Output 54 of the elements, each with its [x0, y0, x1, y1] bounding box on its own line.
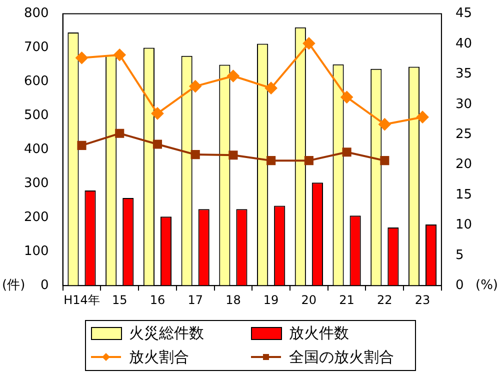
- y2-tick-label: 0: [455, 278, 464, 293]
- y2-axis-title: (%): [476, 278, 498, 293]
- point: [416, 111, 429, 124]
- x-tick-label: H14年: [64, 292, 100, 307]
- y2-tick-label: 40: [455, 36, 472, 52]
- point: [228, 150, 238, 160]
- point: [378, 118, 391, 130]
- x-tick-label: 19: [263, 292, 279, 307]
- point: [114, 48, 126, 61]
- point: [151, 107, 164, 120]
- point: [340, 91, 353, 104]
- x-tick-label: 22: [377, 292, 392, 307]
- y-tick-label: 500: [24, 108, 49, 124]
- point: [190, 150, 200, 160]
- y-tick-label: 200: [24, 210, 49, 226]
- x-tick-label: 21: [339, 292, 354, 307]
- y-tick-label: 300: [24, 176, 49, 192]
- y2-tick-label: 5: [455, 248, 464, 263]
- x-tick-label: 15: [112, 292, 128, 307]
- x-tick-label: 17: [188, 292, 203, 307]
- x-tick-label: 23: [414, 292, 430, 307]
- y-tick-label: 800: [24, 6, 49, 22]
- y2-tick-label: 30: [455, 96, 472, 112]
- y-tick-label: 100: [24, 244, 49, 259]
- x-tick-label: 18: [226, 292, 241, 307]
- point: [76, 52, 88, 64]
- point: [302, 37, 315, 50]
- point: [266, 156, 276, 166]
- y-tick-label: 600: [24, 74, 49, 90]
- y2-tick-label: 10: [455, 218, 472, 233]
- point: [227, 70, 240, 82]
- y2-tick-label: 45: [455, 6, 472, 22]
- y-tick-label: 700: [24, 40, 49, 56]
- legend-label: 全国の放火割合: [289, 348, 394, 366]
- point: [77, 140, 86, 150]
- y2-tick-label: 25: [455, 126, 472, 142]
- point: [189, 80, 202, 92]
- legend-label: 火災総件数: [129, 324, 204, 342]
- point: [265, 82, 278, 94]
- point: [380, 156, 390, 166]
- legend-label: 放火件数: [289, 324, 349, 342]
- y2-tick-label: 15: [455, 187, 472, 202]
- legend-label: 放火割合: [129, 348, 189, 366]
- y-tick-label: 400: [24, 142, 49, 158]
- point: [115, 128, 124, 138]
- point: [304, 156, 314, 166]
- point: [152, 140, 162, 149]
- y2-tick-label: 20: [455, 157, 472, 172]
- y2-tick-label: 35: [455, 66, 472, 82]
- y-tick-label: 0: [40, 278, 49, 293]
- x-tick-label: 16: [150, 292, 166, 307]
- point: [342, 148, 352, 157]
- y-axis-title: (件): [2, 278, 26, 293]
- x-tick-label: 20: [301, 292, 317, 307]
